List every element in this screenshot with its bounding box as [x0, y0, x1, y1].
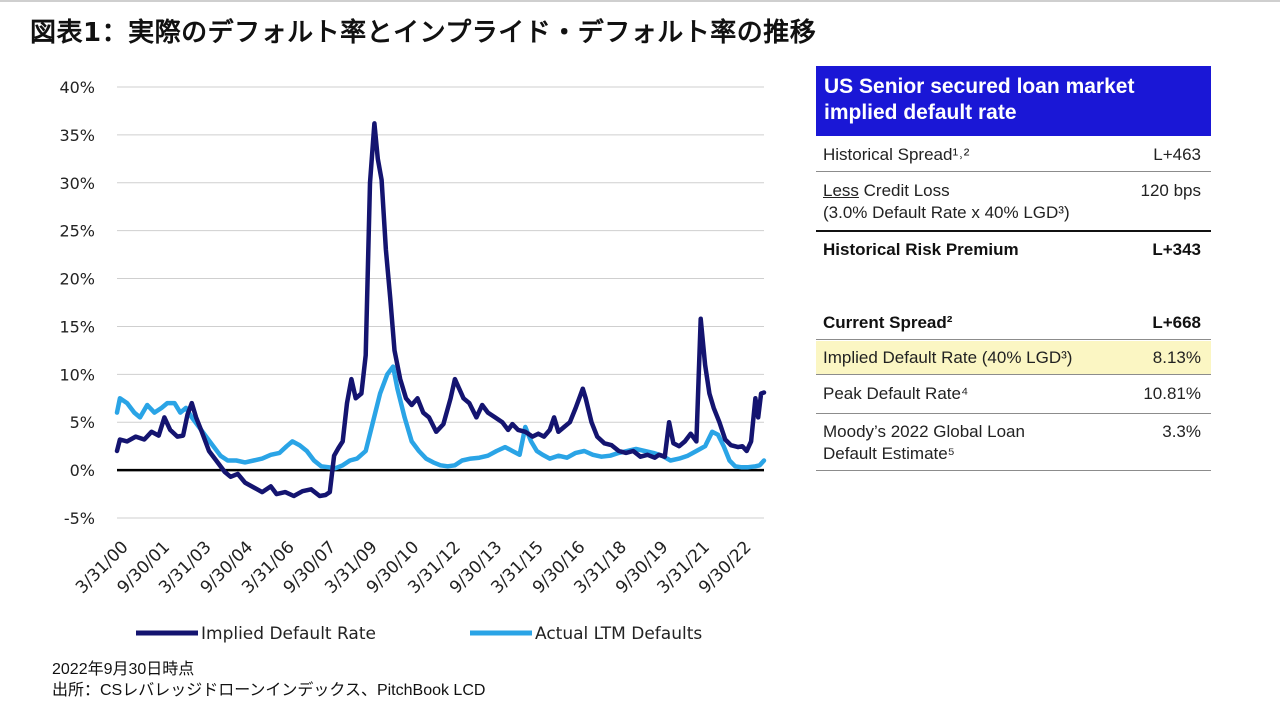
y-tick-label: -5% [64, 509, 95, 528]
row-label-rest: Credit Loss [858, 181, 950, 200]
table-row-risk-premium: Historical Risk Premium L+343 [816, 236, 1211, 266]
legend-label-actual: Actual LTM Defaults [535, 624, 702, 644]
row-label: Peak Default Rate⁴ [823, 384, 969, 403]
row-label-line2: (3.0% Default Rate x 40% LGD³) [823, 203, 1070, 222]
row-label: Current Spread² [823, 313, 953, 332]
y-tick-label: 35% [59, 126, 95, 145]
row-value: L+343 [1152, 240, 1201, 259]
row-value: L+668 [1152, 313, 1201, 332]
row-label: Moody’s 2022 Global Loan [823, 422, 1025, 441]
row-value: L+463 [1153, 145, 1201, 164]
row-label: Historical Spread¹˒² [823, 145, 970, 164]
y-tick-label: 20% [59, 270, 95, 289]
table-divider [816, 230, 1211, 232]
page-title: 図表1：実際のデフォルト率とインプライド・デフォルト率の推移 [30, 18, 817, 48]
row-value: 3.3% [1162, 422, 1201, 441]
table-row-implied-default: Implied Default Rate (40% LGD³) 8.13% [816, 341, 1211, 375]
y-tick-label: 40% [59, 78, 95, 97]
table-row-historical-spread: Historical Spread¹˒² L+463 [816, 138, 1211, 172]
as-of-date: 2022年9月30日時点 [52, 661, 195, 678]
table-row-current-spread: Current Spread² L+668 [816, 306, 1211, 340]
default-rate-chart: 40%35%30%25%20%15%10%5%0%-5%3/31/009/30/… [59, 78, 767, 644]
table-row-credit-loss: Less Credit Loss (3.0% Default Rate x 40… [816, 174, 1211, 230]
table-row-peak-default: Peak Default Rate⁴ 10.81% [816, 376, 1211, 414]
y-tick-label: 0% [70, 461, 95, 480]
y-tick-label: 10% [59, 365, 95, 384]
implied-default-table: US Senior secured loan market implied de… [816, 66, 1211, 471]
y-tick-label: 15% [59, 317, 95, 336]
row-value: 10.81% [1143, 384, 1201, 403]
top-rule [0, 0, 1280, 2]
y-tick-label: 30% [59, 174, 95, 193]
row-label-less: Less [823, 181, 859, 200]
row-label-line2: Default Estimate⁵ [823, 444, 955, 463]
row-label: Less Credit Loss [823, 180, 950, 201]
table-header: US Senior secured loan market implied de… [816, 66, 1211, 136]
row-value: 120 bps [1140, 181, 1202, 200]
footnotes: 2022年9月30日時点 出所：CSレバレッジドローンインデックス、PitchB… [52, 659, 485, 701]
row-label: Historical Risk Premium [823, 240, 1019, 259]
y-tick-label: 25% [59, 222, 95, 241]
table-row-moodys-estimate: Moody’s 2022 Global Loan Default Estimat… [816, 415, 1211, 471]
series-line-implied-default-rate [114, 121, 767, 499]
y-tick-label: 5% [70, 413, 95, 432]
row-value: 8.13% [1152, 348, 1201, 367]
row-label: Implied Default Rate (40% LGD³) [823, 348, 1073, 367]
legend-label-implied: Implied Default Rate [201, 624, 376, 644]
source-note: 出所：CSレバレッジドローンインデックス、PitchBook LCD [52, 682, 486, 699]
